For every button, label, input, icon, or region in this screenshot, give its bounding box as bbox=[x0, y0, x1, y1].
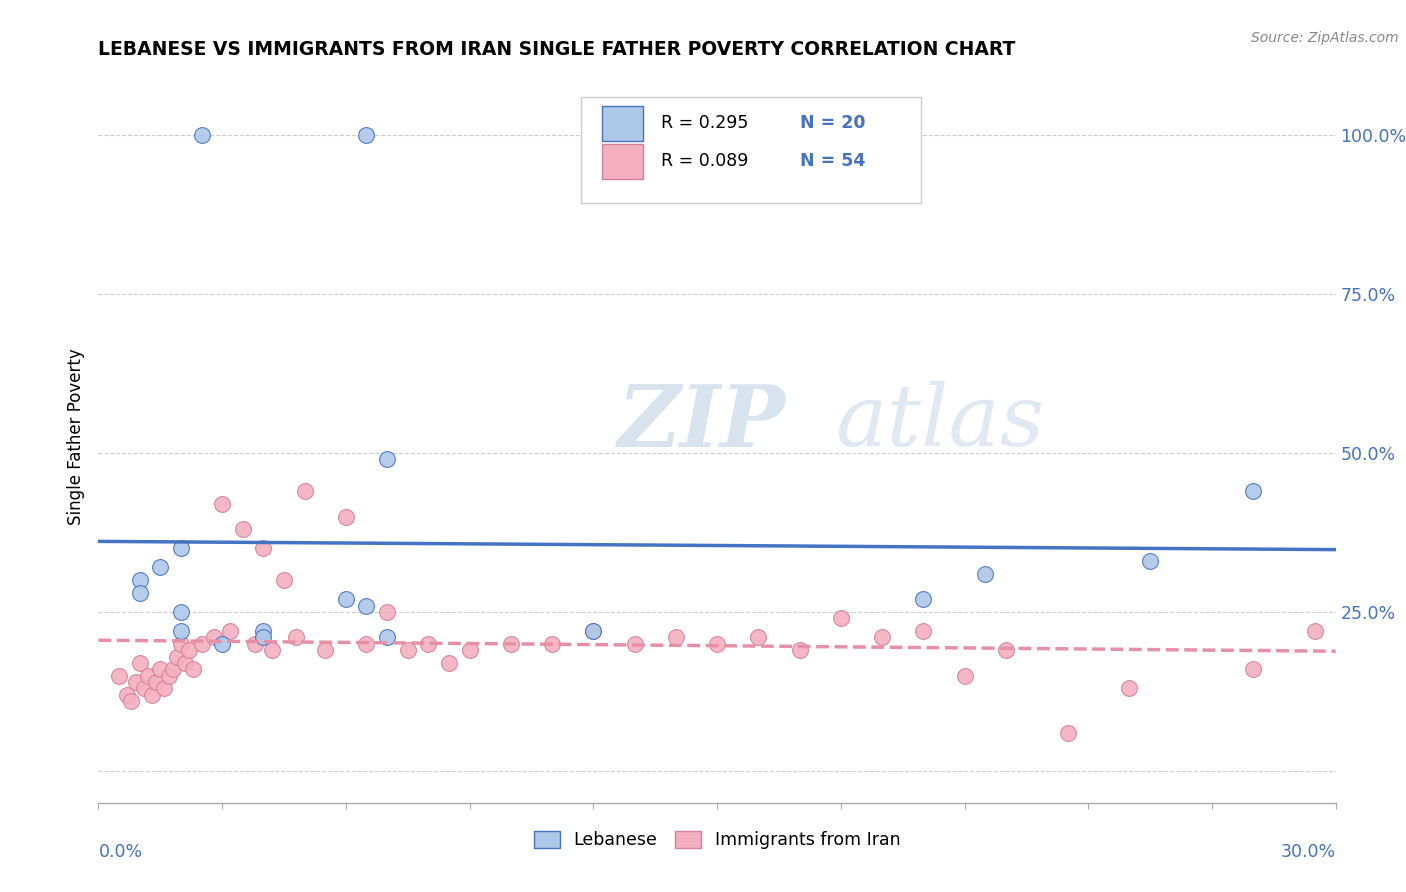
FancyBboxPatch shape bbox=[602, 144, 643, 179]
Point bbox=[396, 643, 419, 657]
Point bbox=[1056, 726, 1078, 740]
Point bbox=[243, 637, 266, 651]
Point bbox=[219, 624, 242, 638]
Point bbox=[747, 631, 769, 645]
Point bbox=[120, 694, 142, 708]
Point bbox=[1139, 554, 1161, 568]
Point bbox=[170, 541, 193, 556]
Point bbox=[912, 592, 935, 607]
Point bbox=[128, 573, 150, 587]
Point bbox=[356, 599, 378, 613]
Point bbox=[153, 681, 176, 696]
Point bbox=[356, 128, 378, 142]
Point bbox=[141, 688, 163, 702]
Point bbox=[623, 637, 645, 651]
Legend: Lebanese, Immigrants from Iran: Lebanese, Immigrants from Iran bbox=[527, 824, 907, 856]
FancyBboxPatch shape bbox=[581, 97, 921, 203]
Point bbox=[157, 668, 180, 682]
Point bbox=[162, 662, 184, 676]
Text: ZIP: ZIP bbox=[619, 381, 786, 464]
Point bbox=[375, 605, 398, 619]
Point bbox=[252, 631, 274, 645]
Point bbox=[149, 662, 172, 676]
Point bbox=[418, 637, 440, 651]
Text: 0.0%: 0.0% bbox=[98, 843, 142, 861]
Point bbox=[170, 624, 193, 638]
Text: R = 0.089: R = 0.089 bbox=[661, 153, 749, 170]
Point bbox=[211, 497, 233, 511]
Point bbox=[252, 624, 274, 638]
Point bbox=[665, 631, 688, 645]
Point bbox=[582, 624, 605, 638]
Point bbox=[458, 643, 481, 657]
Point bbox=[108, 668, 131, 682]
Point bbox=[541, 637, 564, 651]
Point bbox=[499, 637, 522, 651]
Point bbox=[789, 643, 811, 657]
Point bbox=[202, 631, 225, 645]
Point bbox=[117, 688, 139, 702]
Point bbox=[260, 643, 283, 657]
Point bbox=[252, 541, 274, 556]
Point bbox=[356, 637, 378, 651]
Point bbox=[170, 637, 193, 651]
Y-axis label: Single Father Poverty: Single Father Poverty bbox=[67, 349, 86, 525]
Point bbox=[145, 675, 167, 690]
Point bbox=[174, 656, 197, 670]
Point bbox=[706, 637, 728, 651]
Point bbox=[181, 662, 204, 676]
Point bbox=[1241, 484, 1264, 499]
Point bbox=[1118, 681, 1140, 696]
Point bbox=[124, 675, 146, 690]
Point bbox=[190, 637, 212, 651]
Point bbox=[375, 452, 398, 467]
Point bbox=[582, 624, 605, 638]
Point bbox=[335, 592, 357, 607]
Point bbox=[294, 484, 316, 499]
Point bbox=[870, 631, 893, 645]
Point bbox=[128, 656, 150, 670]
Point bbox=[232, 522, 254, 536]
Point bbox=[830, 611, 852, 625]
Point bbox=[132, 681, 155, 696]
Point bbox=[974, 566, 997, 581]
Point bbox=[314, 643, 336, 657]
Point bbox=[375, 631, 398, 645]
Point bbox=[273, 573, 295, 587]
Text: atlas: atlas bbox=[835, 381, 1043, 464]
Point bbox=[136, 668, 159, 682]
Point bbox=[335, 509, 357, 524]
Point bbox=[953, 668, 976, 682]
Text: N = 20: N = 20 bbox=[800, 114, 866, 132]
Text: LEBANESE VS IMMIGRANTS FROM IRAN SINGLE FATHER POVERTY CORRELATION CHART: LEBANESE VS IMMIGRANTS FROM IRAN SINGLE … bbox=[98, 39, 1015, 59]
Point bbox=[166, 649, 188, 664]
Text: Source: ZipAtlas.com: Source: ZipAtlas.com bbox=[1251, 31, 1399, 45]
Text: N = 54: N = 54 bbox=[800, 153, 865, 170]
Point bbox=[190, 128, 212, 142]
Point bbox=[912, 624, 935, 638]
Point bbox=[128, 586, 150, 600]
Point bbox=[170, 605, 193, 619]
Point bbox=[437, 656, 460, 670]
Text: 30.0%: 30.0% bbox=[1281, 843, 1336, 861]
Text: R = 0.295: R = 0.295 bbox=[661, 114, 749, 132]
Point bbox=[211, 637, 233, 651]
Point bbox=[994, 643, 1017, 657]
Point bbox=[285, 631, 308, 645]
Point bbox=[179, 643, 201, 657]
Point bbox=[149, 560, 172, 574]
FancyBboxPatch shape bbox=[602, 106, 643, 141]
Point bbox=[1241, 662, 1264, 676]
Point bbox=[1303, 624, 1326, 638]
